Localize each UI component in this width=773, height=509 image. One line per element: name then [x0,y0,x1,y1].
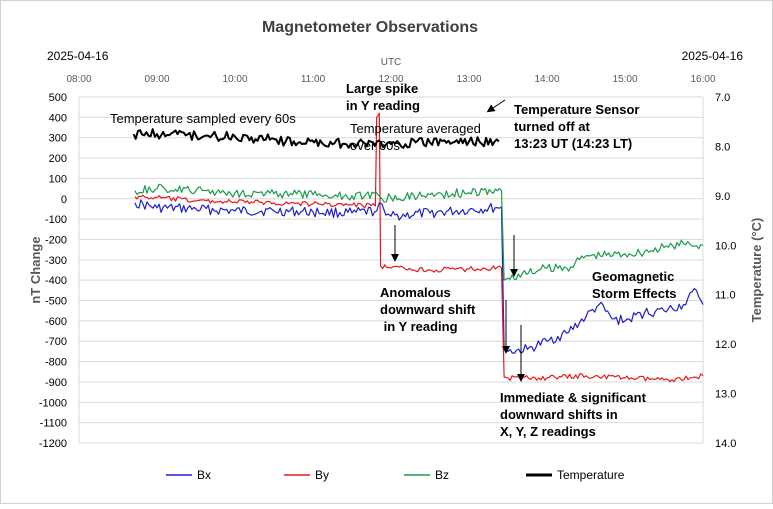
y2-tick-label: 13.0 [715,389,736,401]
legend-label-bz: Bz [435,468,449,482]
annotation-label: Temperature sampled every 60s [110,111,296,126]
y-tick-label: -800 [45,357,67,369]
y-tick-label: -500 [45,296,67,308]
y2-tick-label: 8.0 [715,141,730,153]
series-lines [132,112,704,383]
y2-tick-label: 12.0 [715,339,736,351]
x-tick-label: 11:00 [301,74,326,85]
chart-title: Magnetometer Observations [262,19,478,36]
x-tick-label: 14:00 [534,74,559,85]
annotation-line: Geomagnetic [592,269,674,284]
series-by-line [134,112,704,383]
legend: Bx By Bz Temperature [166,468,625,482]
annotation-line: Anomalous [380,285,451,300]
annotation-arrow [486,99,506,113]
annotation-line: Immediate & significant [500,390,647,405]
y2-tick-label: 10.0 [715,240,736,252]
y-tick-label: -200 [45,234,67,246]
legend-label-by: By [315,468,329,482]
annotation-label: Immediate & significant downward shifts i… [500,390,647,439]
annotation-line: Temperature Sensor [514,102,639,117]
annotation-line: over 60s [350,138,400,153]
y-tick-label: 500 [49,92,67,104]
x-tick-label: 10:00 [222,74,247,85]
annotation-label: Geomagnetic Storm Effects [592,269,677,301]
series-bz-line [134,183,704,281]
annotation-line: 13:23 UT (14:23 LT) [514,136,632,151]
y-tick-label: 300 [49,133,67,145]
y-tick-label: -900 [45,377,67,389]
y-tick-label: -1000 [39,397,67,409]
date-right-label: 2025-04-16 [682,49,744,63]
y2-tick-label: 11.0 [715,290,736,302]
annotation-line: Large spike [346,81,418,96]
y2-tick-label: 9.0 [715,191,730,203]
x-tick-label: 16:00 [690,74,715,85]
x-tick-label: 09:00 [144,74,169,85]
y-tick-label: -600 [45,316,67,328]
x-tick-label: 13:00 [456,74,481,85]
annotation-line: X, Y, Z readings [500,424,596,439]
y2-tick-label: 7.0 [715,92,730,104]
x-top-axis-label: UTC [381,57,402,68]
axis-ticks: 500 400 300 200 100 0 -100 -200 -300 -400 -500 -600… [39,74,737,450]
annotation-line: turned off at [514,119,590,134]
annotation-line: downward shifts in [500,407,618,422]
annotation-line: Temperature averaged [350,121,481,136]
legend-label-bx: Bx [197,468,211,482]
annotation-label: Anomalous downward shift in Y reading [380,285,476,334]
annotation-line: Storm Effects [592,286,677,301]
legend-label-temperature: Temperature [557,468,625,482]
x-tick-label: 12:00 [378,74,403,85]
y-tick-label: -100 [45,214,67,226]
annotation-label: Temperature averaged over 60s [350,121,481,153]
y-tick-label: -1200 [39,438,67,450]
y-tick-label: -400 [45,275,67,287]
y-tick-label: 200 [49,153,67,165]
gridlines [78,96,704,444]
y2-tick-label: 14.0 [715,438,736,450]
y-tick-label: 0 [61,194,67,206]
annotation-line: in Y reading [346,98,420,113]
annotation-label: Large spike in Y reading [346,81,420,113]
y2-axis-label: Temperature (°C) [749,218,764,323]
date-left-label: 2025-04-16 [47,49,109,63]
y-tick-label: -700 [45,336,67,348]
y-tick-label: -300 [45,255,67,267]
y-tick-label: -1100 [40,418,67,430]
series-temperature-line [132,128,500,149]
annotations: Temperature sampled every 60s Large spike… [110,81,677,439]
y-tick-label: 400 [49,112,67,124]
annotation-line: in Y reading [380,319,458,334]
series-bx-line [134,199,704,354]
y-tick-label: 100 [49,173,67,185]
annotation-label: Temperature Sensor turned off at 13:23 UT … [514,102,639,151]
y-axis-label: nT Change [28,236,43,303]
x-tick-label: 15:00 [612,74,637,85]
x-tick-label: 08:00 [66,74,91,85]
annotation-line: downward shift [380,302,476,317]
annotation-line: Temperature sampled every 60s [110,111,296,126]
